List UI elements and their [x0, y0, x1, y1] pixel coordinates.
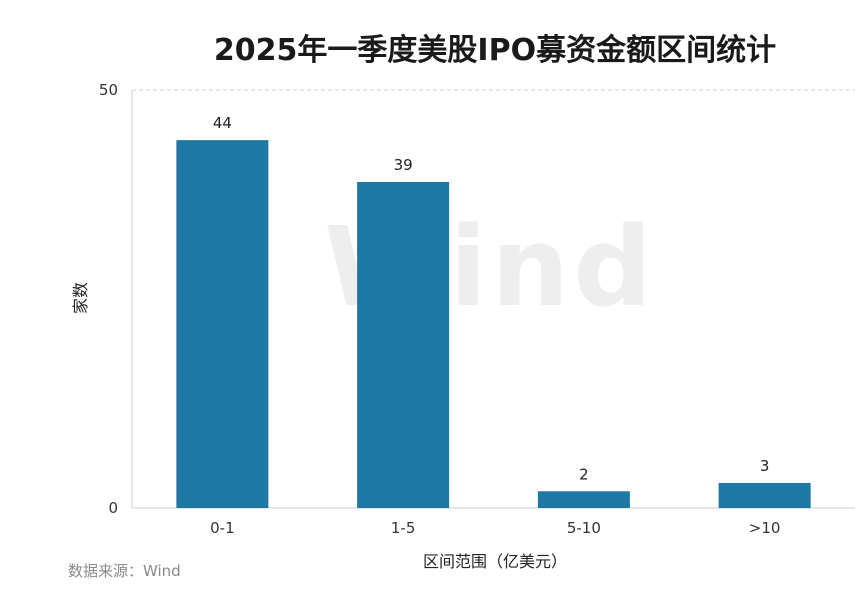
labels-layer: 44 0-1 39 1-5 2 5-10 3 >10 [210, 114, 780, 537]
x-axis-label: 区间范围（亿美元） [423, 552, 567, 571]
bar [718, 482, 811, 508]
y-tick-label: 0 [108, 499, 118, 517]
x-tick-label: 0-1 [210, 519, 235, 537]
source-note: 数据来源：Wind [68, 562, 181, 580]
y-axis-label: 家数 [71, 282, 90, 314]
x-tick-label: >10 [749, 519, 781, 537]
bar [176, 140, 269, 508]
bar [357, 181, 450, 508]
data-label: 44 [213, 114, 232, 132]
chart-title: 2025年一季度美股IPO募资金额区间统计 [214, 33, 776, 68]
data-label: 3 [760, 457, 770, 475]
x-tick-label: 5-10 [567, 519, 601, 537]
y-tick-label: 50 [99, 81, 118, 99]
x-tick-label: 1-5 [391, 519, 416, 537]
bars-layer [176, 140, 811, 508]
data-label: 39 [394, 156, 413, 174]
bar [537, 491, 630, 508]
data-label: 2 [579, 465, 589, 483]
